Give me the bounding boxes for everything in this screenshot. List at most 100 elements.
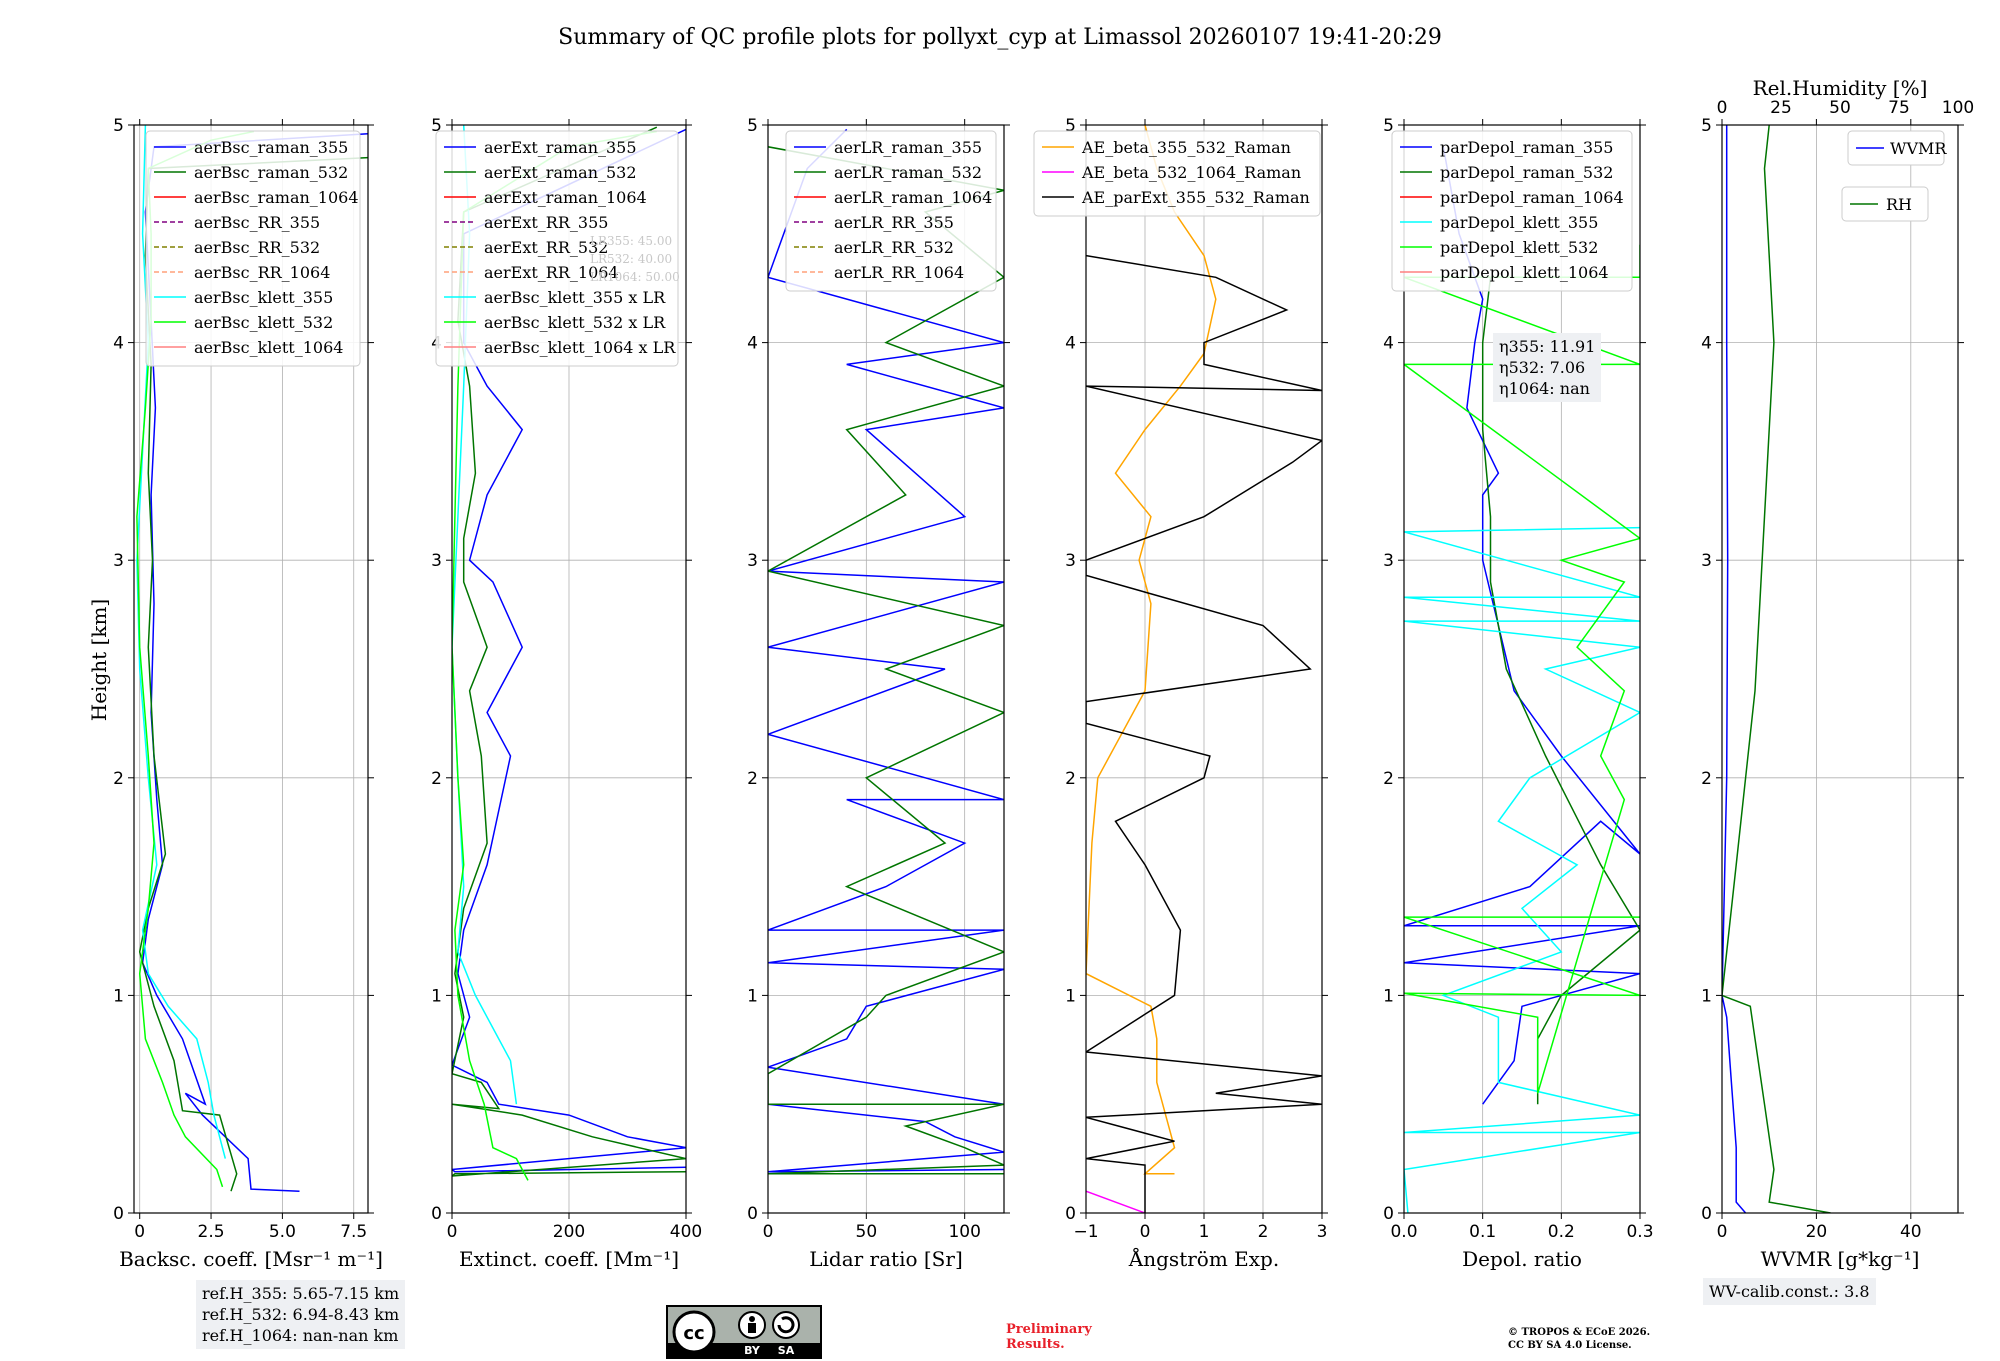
legend: aerLR_raman_355 aerLR_raman_532 aerLR_rama…	[785, 130, 997, 292]
legend-label: aerBsc_raman_355	[194, 138, 348, 157]
svg-text:cc: cc	[683, 1323, 704, 1344]
legend-label: parDepol_klett_355	[1440, 213, 1598, 232]
x-tick-label: 7.5	[340, 1222, 367, 1242]
y-tick-label: 3	[113, 551, 124, 571]
legend-label: aerLR_RR_532	[834, 238, 954, 257]
legend-label: aerBsc_klett_532 x LR	[484, 313, 666, 332]
series-AE_beta_532_1064_Raman	[1086, 1190, 1146, 1213]
legend-label: aerExt_RR_532	[484, 238, 608, 257]
ref-heights-box: ref.H_355: 5.65-7.15 km ref.H_532: 6.94-…	[196, 1280, 406, 1349]
y-tick-label: 2	[1065, 769, 1076, 789]
y-axis-label: Height [km]	[87, 599, 111, 721]
y-tick-label: 1	[431, 986, 442, 1006]
legend-frame	[145, 130, 361, 367]
legend-label: parDepol_klett_1064	[1440, 263, 1609, 282]
x-tick-label: 400	[670, 1222, 702, 1242]
x-tick-label: 200	[553, 1222, 585, 1242]
figure-title: Summary of QC profile plots for pollyxt_…	[558, 25, 1442, 50]
top-tick-label: 25	[1770, 98, 1792, 118]
legend-label: aerLR_raman_1064	[834, 188, 992, 207]
series-group	[1086, 125, 1322, 1213]
legend: AE_beta_355_532_Raman AE_beta_532_1064_Ra…	[1033, 130, 1321, 217]
y-tick-label: 5	[747, 116, 758, 136]
legend-label: aerLR_raman_355	[834, 138, 982, 157]
series-aerExt_raman_355	[452, 128, 686, 1173]
x-tick-label: 20	[1806, 1222, 1828, 1242]
series-aerBsc_klett_355	[136, 125, 227, 1159]
x-tick-label: 0	[1717, 1222, 1728, 1242]
y-tick-label: 5	[1383, 116, 1394, 136]
x-axis-label: Extinct. coeff. [Mm⁻¹]	[459, 1247, 679, 1271]
y-tick-label: 5	[431, 116, 442, 136]
y-tick-label: 0	[113, 1204, 124, 1224]
lr-settings-box: LR355: 45.00 LR532: 40.00 LR1064: 50.00	[590, 232, 680, 286]
series-WVMR	[1722, 125, 1747, 1213]
legend-label: aerExt_raman_532	[484, 163, 637, 182]
wv-calib-box: WV-calib.const.: 3.8	[1703, 1278, 1876, 1305]
x-tick-label: 50	[856, 1222, 878, 1242]
series-parDepol_raman_532	[1481, 277, 1640, 1105]
lr-1064: LR1064: 50.00	[590, 270, 680, 284]
x-tick-label: 0	[447, 1222, 458, 1242]
legend-frame	[785, 130, 997, 292]
axes-frame	[1403, 124, 1641, 1214]
x-tick-label: 3	[1317, 1222, 1328, 1242]
y-tick-label: 3	[1383, 551, 1394, 571]
copyright-notice: © TROPOS & ECoE 2026. CC BY SA 4.0 Licen…	[1508, 1327, 1651, 1351]
y-tick-label: 3	[431, 551, 442, 571]
legend-label: aerBsc_RR_532	[194, 238, 320, 257]
series-group	[1722, 125, 1831, 1213]
series-group	[768, 128, 1004, 1175]
x-tick-label: 0	[763, 1222, 774, 1242]
legend-label: parDepol_raman_355	[1440, 138, 1613, 157]
y-tick-label: 3	[747, 551, 758, 571]
panel-5: 0.0 0.1 0.2 0.3 0 1 2 3 4 5 Depol. ratio parDepol_r…	[1383, 116, 1653, 1271]
y-tick-label: 2	[1383, 769, 1394, 789]
legend-label: aerExt_raman_1064	[484, 188, 647, 207]
y-tick-label: 4	[1701, 334, 1712, 354]
legend-label: RH	[1886, 195, 1912, 214]
legend-label: aerExt_RR_355	[484, 213, 608, 232]
series-AE_beta_355_532_Raman	[1086, 125, 1217, 1175]
panel-3: 0 50 100 0 1 2 3 4 5 Lidar ratio [Sr] aerLR_raman_…	[747, 116, 1010, 1271]
legend-label: aerExt_raman_355	[484, 138, 637, 157]
eta-1064: η1064: nan	[1499, 379, 1590, 398]
legend-label: aerBsc_raman_532	[194, 163, 348, 182]
eta-532: η532: 7.06	[1499, 358, 1586, 377]
legend-label: aerBsc_klett_355	[194, 288, 333, 307]
y-tick-label: 0	[1065, 1204, 1076, 1224]
legend-frame	[435, 130, 679, 367]
y-tick-label: 0	[431, 1204, 442, 1224]
legend-frame	[1391, 130, 1633, 292]
legend-wvmr: WVMR	[1847, 130, 1947, 166]
lr-355: LR355: 45.00	[590, 234, 673, 248]
legend-frame	[1847, 130, 1945, 166]
x-axis-label: WVMR [g*kg⁻¹]	[1761, 1247, 1920, 1271]
cc-by-sa-icon: cc BY SA	[668, 1310, 820, 1357]
y-tick-label: 4	[1065, 334, 1076, 354]
y-tick-label: 3	[1065, 551, 1076, 571]
y-tick-label: 4	[747, 334, 758, 354]
legend-label: aerExt_RR_1064	[484, 263, 619, 282]
x-axis-label: Depol. ratio	[1462, 1247, 1582, 1271]
ref-height-532: ref.H_532: 6.94-8.43 km	[202, 1305, 400, 1324]
y-tick-label: 5	[1065, 116, 1076, 136]
legend: aerExt_raman_355 aerExt_raman_532 aerExt_r…	[435, 130, 679, 367]
legend-label: AE_beta_532_1064_Raman	[1081, 163, 1301, 182]
ref-height-1064: ref.H_1064: nan-nan km	[202, 1326, 399, 1345]
legend-label: aerBsc_RR_1064	[194, 263, 330, 282]
x-tick-label: 1	[1199, 1222, 1210, 1242]
legend: aerBsc_raman_355 aerBsc_raman_532 aerBsc_r…	[145, 130, 361, 367]
panel-1: 0 2.5 5.0 7.5 0 1 2 3 4 5 Backsc. coeff. [Msr⁻¹ m⁻…	[113, 116, 383, 1271]
x-tick-label: 0.2	[1548, 1222, 1575, 1242]
panel-2: 0200400012345Extinct. coeff. [Mm⁻¹]aerEx…	[431, 116, 702, 1271]
legend-label: aerBsc_raman_1064	[194, 188, 359, 207]
legend-label: aerLR_RR_1064	[834, 263, 964, 282]
legend-frame	[1033, 130, 1321, 217]
legend-label: parDepol_klett_532	[1440, 238, 1598, 257]
x-axis-label: Backsc. coeff. [Msr⁻¹ m⁻¹]	[119, 1247, 383, 1271]
legend-label: aerBsc_klett_532	[194, 313, 333, 332]
series-aerLR_raman_532	[768, 146, 1004, 1175]
y-tick-label: 0	[1383, 1204, 1394, 1224]
